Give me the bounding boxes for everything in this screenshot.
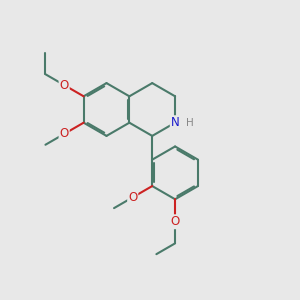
Text: O: O xyxy=(59,79,69,92)
Text: O: O xyxy=(59,128,69,140)
Text: H: H xyxy=(187,118,194,128)
Text: N: N xyxy=(171,116,179,129)
Text: O: O xyxy=(128,191,137,204)
Text: O: O xyxy=(170,215,180,228)
